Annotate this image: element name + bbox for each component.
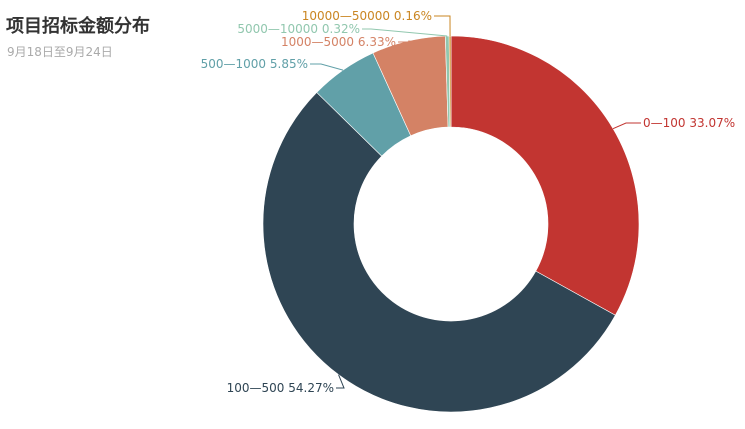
leader-line-0—100 — [612, 122, 641, 130]
data-label-10000—50000: 10000—50000 0.16% — [302, 9, 432, 23]
chart-subtitle: 9月18日至9月24日 — [7, 45, 113, 59]
data-label-500—1000: 500—1000 5.85% — [201, 57, 308, 71]
data-label-1000—5000: 1000—5000 6.33% — [281, 35, 396, 49]
data-label-100—500: 100—500 54.27% — [227, 381, 334, 395]
leader-line-1000—5000 — [398, 40, 415, 43]
data-label-5000—10000: 5000—10000 0.32% — [237, 22, 360, 36]
slice-0—100[interactable] — [450, 35, 640, 316]
chart-title: 项目招标金额分布 — [6, 16, 150, 37]
data-label-0—100: 0—100 33.07% — [643, 116, 735, 130]
leader-line-500—1000 — [310, 63, 344, 71]
leader-line-100—500 — [336, 374, 345, 389]
leader-line-10000—50000 — [434, 15, 451, 37]
leader-line-5000—10000 — [362, 28, 448, 37]
slice-10000—50000[interactable] — [448, 35, 452, 128]
slice-100—500[interactable] — [262, 91, 616, 413]
